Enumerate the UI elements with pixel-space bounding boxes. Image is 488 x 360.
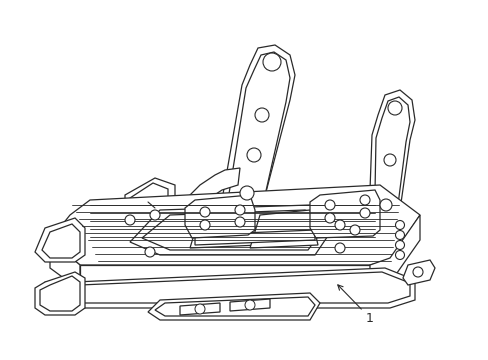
- Polygon shape: [50, 185, 419, 265]
- Polygon shape: [35, 272, 85, 315]
- Polygon shape: [155, 297, 314, 316]
- Polygon shape: [229, 299, 269, 311]
- Polygon shape: [309, 190, 379, 238]
- Polygon shape: [148, 293, 319, 320]
- Polygon shape: [402, 260, 434, 285]
- Polygon shape: [218, 45, 294, 220]
- Circle shape: [263, 53, 281, 71]
- Circle shape: [246, 148, 261, 162]
- Circle shape: [359, 208, 369, 218]
- Polygon shape: [373, 97, 409, 248]
- Circle shape: [325, 200, 334, 210]
- Polygon shape: [249, 210, 317, 248]
- Circle shape: [235, 205, 244, 215]
- Circle shape: [125, 215, 135, 225]
- Polygon shape: [150, 168, 240, 235]
- Circle shape: [387, 101, 401, 115]
- Circle shape: [195, 304, 204, 314]
- Circle shape: [395, 230, 404, 239]
- Circle shape: [395, 251, 404, 260]
- Polygon shape: [42, 224, 80, 258]
- Circle shape: [359, 195, 369, 205]
- Polygon shape: [40, 276, 80, 311]
- Polygon shape: [130, 183, 168, 213]
- Polygon shape: [50, 240, 80, 290]
- Circle shape: [325, 213, 334, 223]
- Circle shape: [145, 247, 155, 257]
- Polygon shape: [125, 178, 175, 218]
- Circle shape: [200, 220, 209, 230]
- Polygon shape: [184, 195, 254, 238]
- Circle shape: [200, 207, 209, 217]
- Polygon shape: [225, 52, 289, 218]
- Polygon shape: [50, 272, 409, 303]
- Circle shape: [412, 267, 422, 277]
- Text: 1: 1: [337, 285, 373, 324]
- Circle shape: [334, 243, 345, 253]
- Polygon shape: [45, 268, 414, 308]
- Circle shape: [379, 199, 391, 211]
- Polygon shape: [80, 265, 369, 290]
- Circle shape: [334, 220, 345, 230]
- Circle shape: [150, 210, 160, 220]
- Polygon shape: [130, 205, 339, 255]
- Polygon shape: [142, 210, 329, 250]
- Polygon shape: [35, 218, 85, 262]
- Circle shape: [349, 225, 359, 235]
- Circle shape: [244, 300, 254, 310]
- Circle shape: [395, 220, 404, 230]
- Polygon shape: [190, 210, 260, 248]
- Polygon shape: [367, 90, 414, 250]
- Circle shape: [254, 108, 268, 122]
- Circle shape: [235, 217, 244, 227]
- Circle shape: [383, 154, 395, 166]
- Polygon shape: [180, 303, 220, 315]
- Polygon shape: [195, 230, 314, 245]
- Circle shape: [395, 240, 404, 249]
- Polygon shape: [369, 215, 419, 290]
- Circle shape: [240, 186, 253, 200]
